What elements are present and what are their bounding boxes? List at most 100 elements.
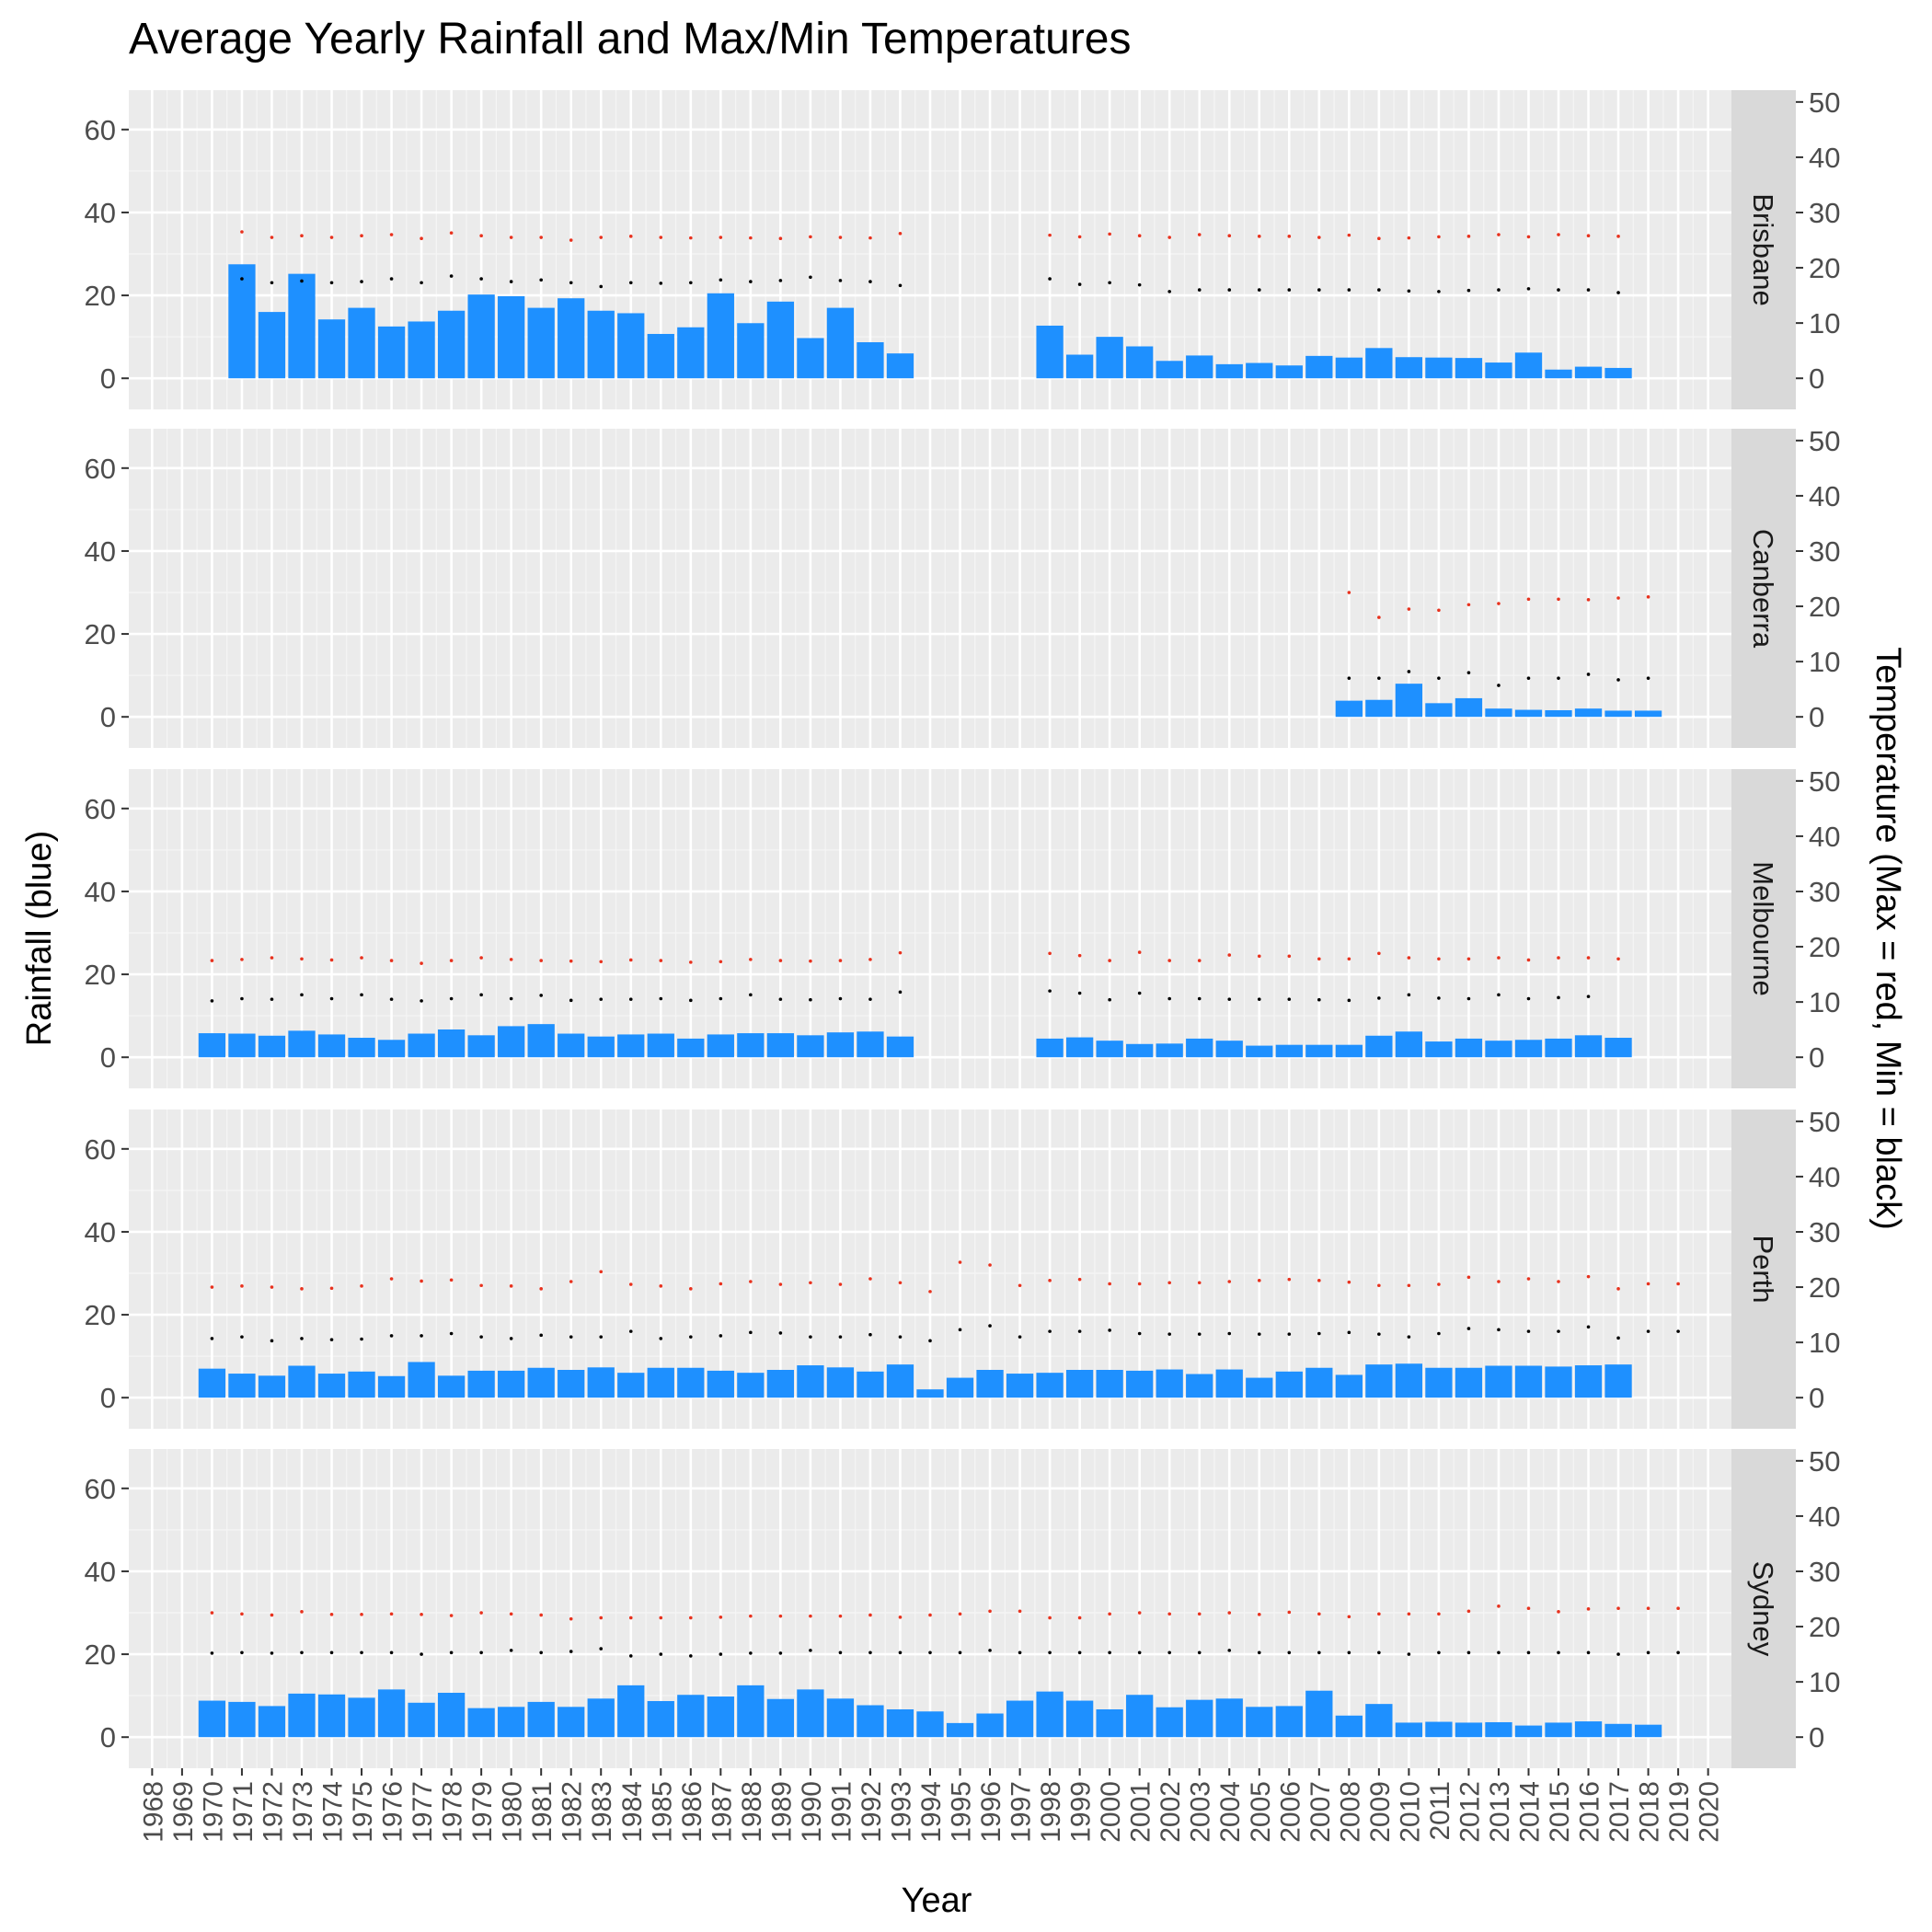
rainfall-bar [258, 1375, 286, 1398]
min-temp-point [1466, 671, 1471, 674]
min-temp-point [838, 1650, 843, 1655]
max-temp-point [389, 233, 394, 236]
y2-tick-label: 50 [1809, 1445, 1840, 1478]
y-tick-label: 20 [85, 618, 116, 650]
rainfall-bar [766, 301, 795, 379]
x-tick-label: 2020 [1695, 1781, 1725, 1843]
rainfall-bar [1186, 1699, 1213, 1738]
min-temp-point [1526, 1329, 1531, 1333]
x-tick-label: 1988 [737, 1781, 767, 1843]
max-temp-point [898, 1616, 903, 1619]
min-temp-point [1526, 287, 1531, 291]
rainfall-bar [857, 1371, 884, 1398]
rainfall-bar [976, 1370, 1004, 1398]
min-temp-point [329, 281, 334, 285]
rainfall-bar [1425, 1041, 1453, 1058]
max-temp-point [599, 1616, 604, 1620]
max-temp-point [628, 1616, 633, 1620]
max-temp-point [389, 1277, 394, 1281]
y2-tick-label: 10 [1809, 1666, 1840, 1698]
min-temp-point [1108, 997, 1111, 1002]
rainfall-bar [1425, 703, 1453, 718]
min-temp-point [1347, 1330, 1351, 1335]
min-temp-point [988, 1649, 992, 1652]
rainfall-bar [647, 1367, 674, 1398]
facet-strip-label: Melbourne [1747, 861, 1779, 995]
min-temp-point [1347, 288, 1351, 292]
max-temp-point [778, 236, 783, 241]
rainfall-bar [1246, 1045, 1273, 1058]
min-temp-point [1257, 997, 1261, 1001]
min-temp-point [389, 277, 394, 281]
rainfall-bar [677, 327, 705, 379]
max-temp-point [1526, 958, 1531, 962]
rainfall-bar [228, 264, 256, 379]
y2-tick-label: 0 [1809, 362, 1824, 395]
min-temp-point [1646, 676, 1650, 680]
max-temp-point [1048, 951, 1052, 956]
rainfall-bar [737, 1685, 765, 1738]
min-temp-point [958, 1650, 962, 1655]
rainfall-bar [437, 1029, 466, 1058]
min-temp-point [569, 998, 573, 1003]
max-temp-point [1616, 957, 1620, 961]
max-temp-point [1048, 233, 1052, 237]
min-temp-point [1108, 281, 1111, 285]
max-temp-point [1108, 1612, 1111, 1616]
max-temp-point [1646, 1606, 1650, 1611]
max-temp-point [1377, 236, 1381, 241]
rainfall-bar [377, 1040, 406, 1058]
max-temp-point [1466, 1609, 1471, 1614]
min-temp-point [240, 1650, 244, 1655]
min-temp-point [1437, 996, 1441, 1000]
max-temp-point [1347, 591, 1351, 594]
rainfall-bar [437, 1692, 466, 1738]
max-temp-point [689, 1616, 693, 1620]
max-temp-point [420, 961, 423, 965]
min-temp-point [1407, 1652, 1411, 1656]
min-temp-point [778, 1651, 783, 1655]
max-temp-point [628, 958, 633, 962]
x-tick-label: 2014 [1514, 1781, 1545, 1843]
max-temp-point [1137, 1282, 1142, 1286]
y-tick-label: 40 [85, 197, 116, 229]
min-temp-point [1616, 1652, 1620, 1656]
x-tick-label: 1978 [438, 1781, 468, 1843]
min-temp-point [1287, 288, 1292, 292]
rainfall-bar [198, 1700, 226, 1738]
max-temp-point [329, 1286, 334, 1291]
rainfall-bar [1485, 362, 1512, 379]
max-temp-point [1497, 602, 1501, 605]
max-temp-point [1377, 615, 1381, 619]
rainfall-bar [826, 1698, 855, 1738]
rainfall-bar [1604, 1038, 1632, 1058]
max-temp-point [569, 959, 573, 963]
rainfall-bar [1156, 1369, 1183, 1398]
panel-perth: 0 20 40 60 Perth 0 10 20 30 40 50 [85, 1106, 1840, 1429]
min-temp-point [1048, 989, 1052, 993]
y-tick-label: 0 [100, 1721, 116, 1754]
max-temp-point [1437, 1282, 1441, 1286]
rainfall-bar [766, 1698, 795, 1738]
min-temp-point [300, 279, 304, 283]
max-temp-point [1167, 1281, 1171, 1285]
y-tick-label: 20 [85, 280, 116, 312]
rainfall-bar [976, 1713, 1004, 1738]
min-temp-point [1586, 1650, 1591, 1655]
min-temp-point [1317, 1650, 1321, 1655]
y2-tick-label: 30 [1809, 1216, 1840, 1248]
min-temp-point [1377, 1650, 1381, 1655]
rainfall-bar [348, 1697, 375, 1738]
rainfall-bar [1186, 1374, 1213, 1398]
max-temp-point [1437, 957, 1441, 961]
max-temp-point [868, 236, 872, 240]
min-temp-point [1018, 1335, 1022, 1339]
rainfall-bar [737, 1373, 765, 1398]
x-tick-label: 2004 [1215, 1781, 1246, 1843]
max-temp-point [659, 236, 663, 239]
max-temp-point [1437, 235, 1441, 239]
min-temp-point [509, 996, 513, 1001]
min-temp-point [1616, 291, 1620, 294]
x-tick-label: 1983 [587, 1781, 617, 1843]
min-temp-point [420, 281, 423, 285]
